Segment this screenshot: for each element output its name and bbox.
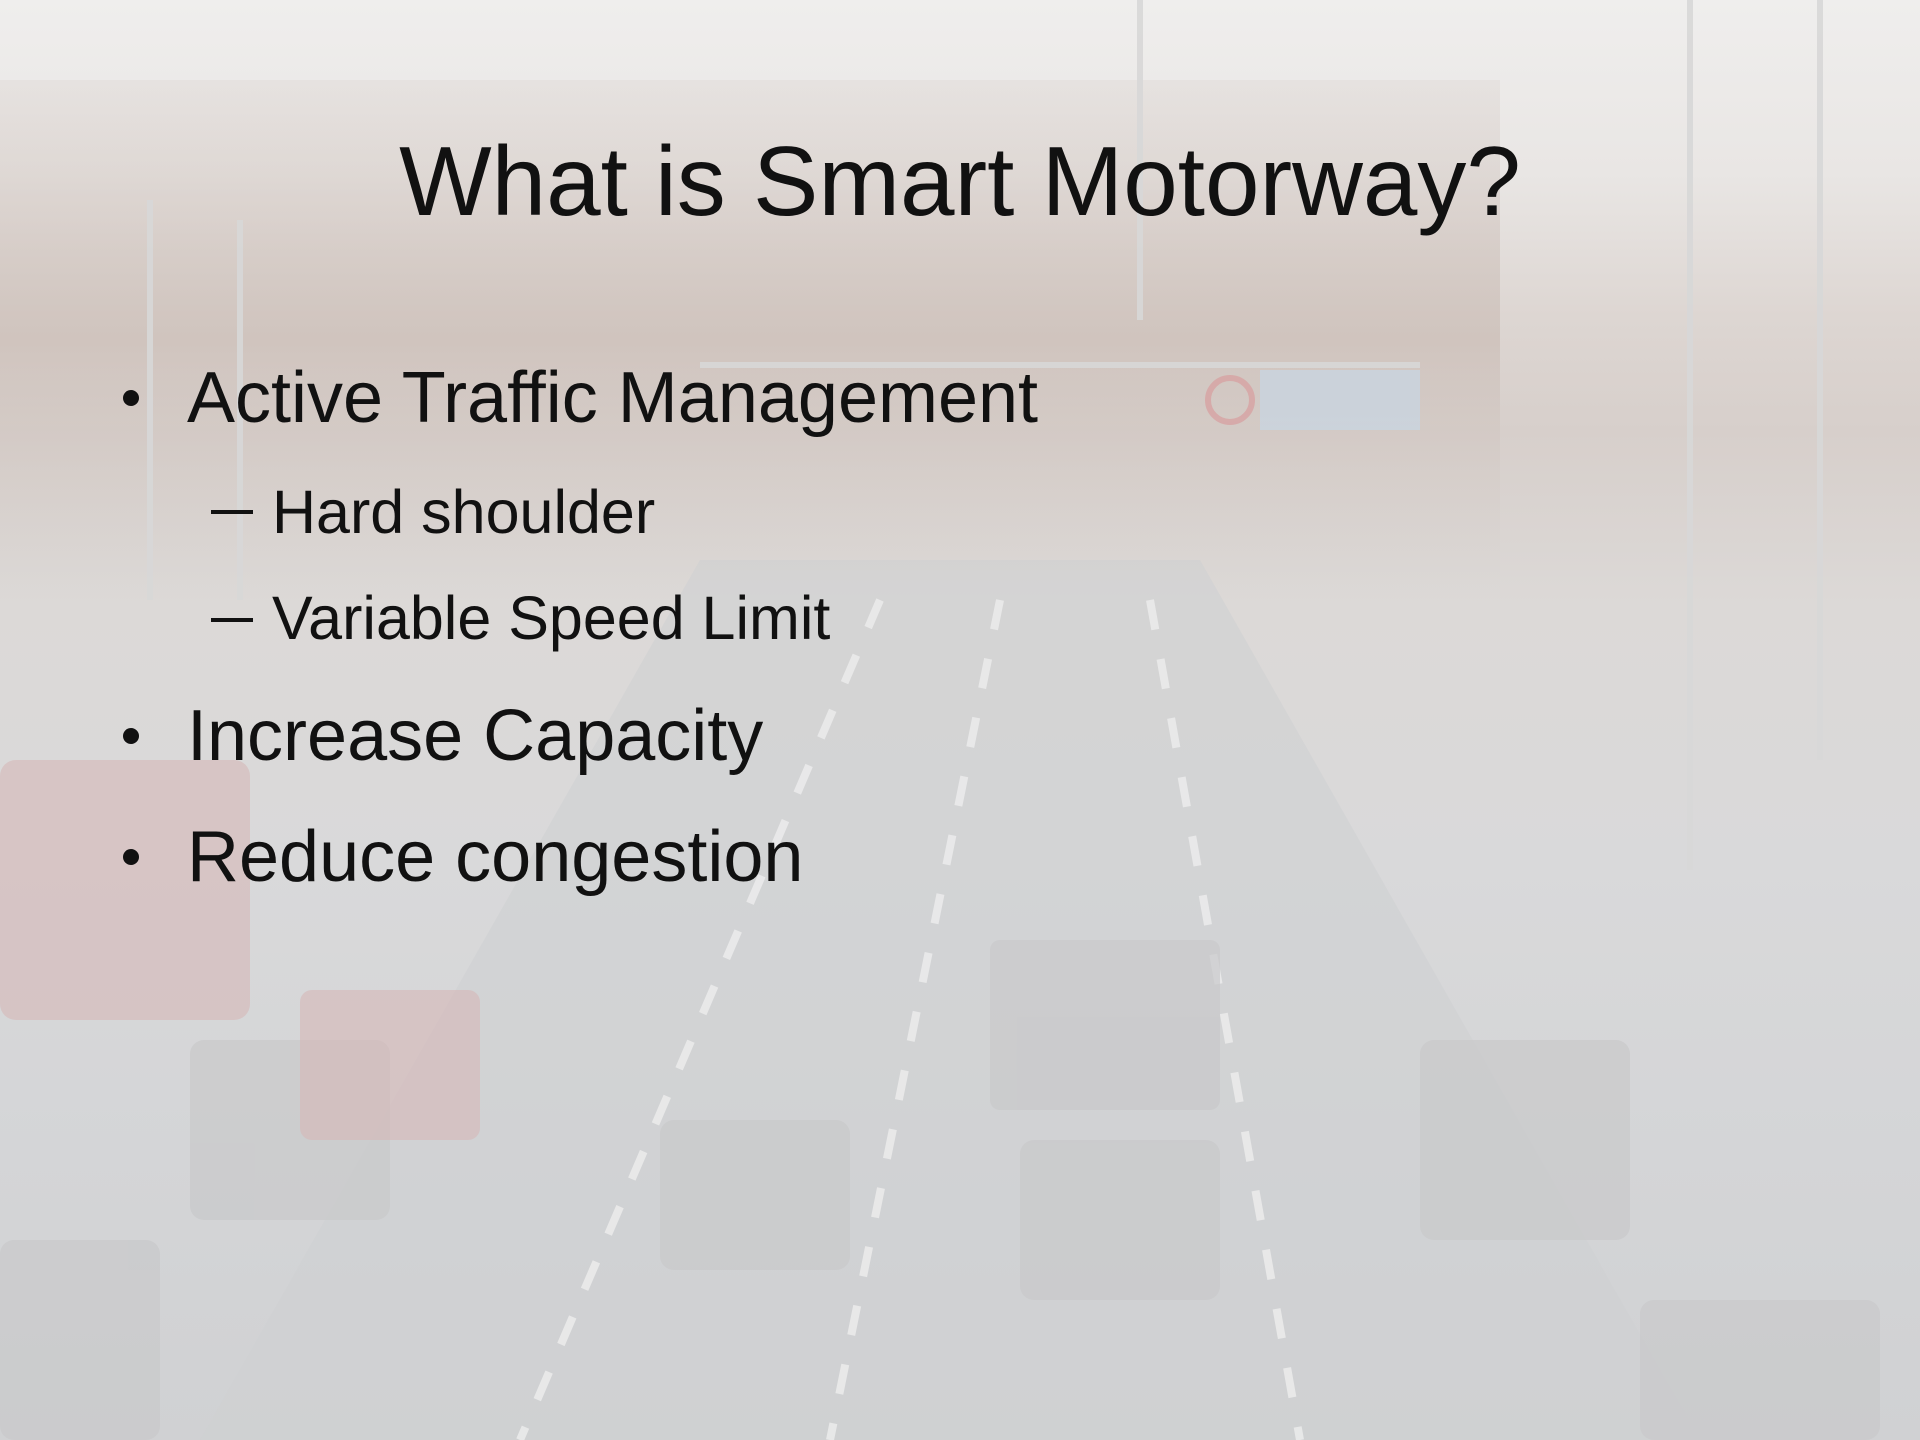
bullet <box>123 849 139 865</box>
bullet-text: Reduce congestion <box>187 821 803 893</box>
slide: What is Smart Motorway? Active Traffic M… <box>0 0 1920 1440</box>
sub-bullet-text: Variable Speed Limit <box>272 588 830 649</box>
bullet-text: Active Traffic Management <box>187 362 1038 434</box>
bullet <box>123 728 139 744</box>
sub-bullet-text: Hard shoulder <box>272 482 655 543</box>
bullet <box>123 390 139 406</box>
dash <box>211 618 253 622</box>
dash <box>211 510 253 514</box>
slide-title: What is Smart Motorway? <box>0 132 1920 230</box>
bullet-text: Increase Capacity <box>187 700 763 772</box>
